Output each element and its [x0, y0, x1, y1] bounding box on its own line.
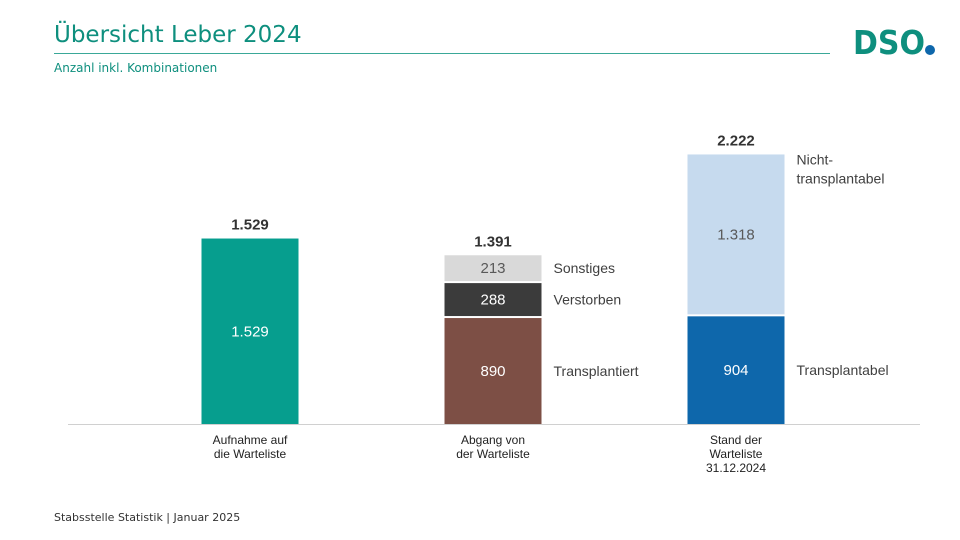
category-label: 31.12.2024	[706, 461, 766, 475]
page-title: Übersicht Leber 2024	[54, 22, 302, 48]
bar-total-label: 2.222	[717, 132, 755, 149]
bar-segment	[687, 154, 785, 315]
page-subtitle: Anzahl inkl. Kombinationen	[54, 61, 218, 75]
series-name-label: Transplantiert	[554, 363, 639, 379]
bar-segment	[444, 283, 542, 317]
category-label: Abgang von	[461, 433, 525, 447]
dso-logo: DSO	[853, 23, 935, 61]
title-divider	[54, 53, 830, 54]
bar-total-label: 1.391	[474, 233, 512, 250]
category-label: der Warteliste	[456, 447, 530, 461]
bar-segment	[201, 238, 299, 424]
dso-logo-text: DSO	[853, 23, 925, 61]
bar-segment	[687, 316, 785, 424]
segment-value-label: 890	[480, 363, 505, 380]
bar-segment	[444, 318, 542, 424]
segment-value-label: 288	[480, 292, 505, 309]
category-label: die Warteliste	[214, 447, 287, 461]
series-name-label: Nicht-	[797, 151, 834, 167]
category-label: Stand der	[710, 433, 762, 447]
bar-segment	[444, 255, 542, 282]
series-name-label: Verstorben	[554, 292, 622, 308]
segment-value-label: 1.529	[231, 323, 269, 340]
segment-value-label: 1.318	[717, 226, 755, 243]
dso-logo-dot	[925, 45, 935, 55]
category-label: Aufnahme auf	[213, 433, 288, 447]
segment-value-label: 213	[480, 260, 505, 277]
footer-text: Stabsstelle Statistik | Januar 2025	[54, 511, 241, 524]
series-name-label: Sonstiges	[554, 260, 615, 276]
bar-total-label: 1.529	[231, 217, 269, 234]
series-name-label: transplantabel	[797, 170, 885, 186]
series-name-label: Transplantabel	[797, 362, 889, 378]
category-label: Warteliste	[710, 447, 763, 461]
segment-value-label: 904	[723, 362, 748, 379]
